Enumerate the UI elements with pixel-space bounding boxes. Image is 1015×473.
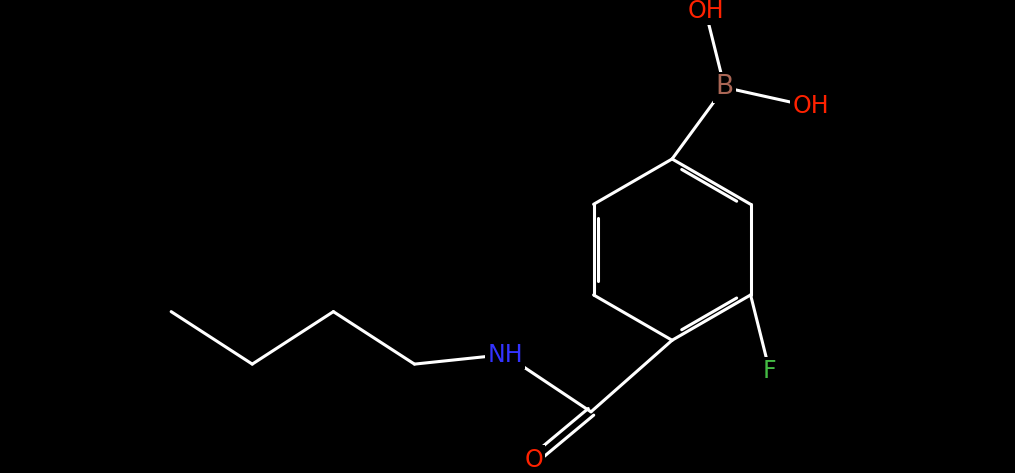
Text: B: B xyxy=(716,74,734,100)
Text: OH: OH xyxy=(687,0,724,23)
Text: NH: NH xyxy=(487,342,523,367)
Text: F: F xyxy=(763,359,776,383)
Text: OH: OH xyxy=(792,95,829,119)
Text: O: O xyxy=(525,447,543,472)
